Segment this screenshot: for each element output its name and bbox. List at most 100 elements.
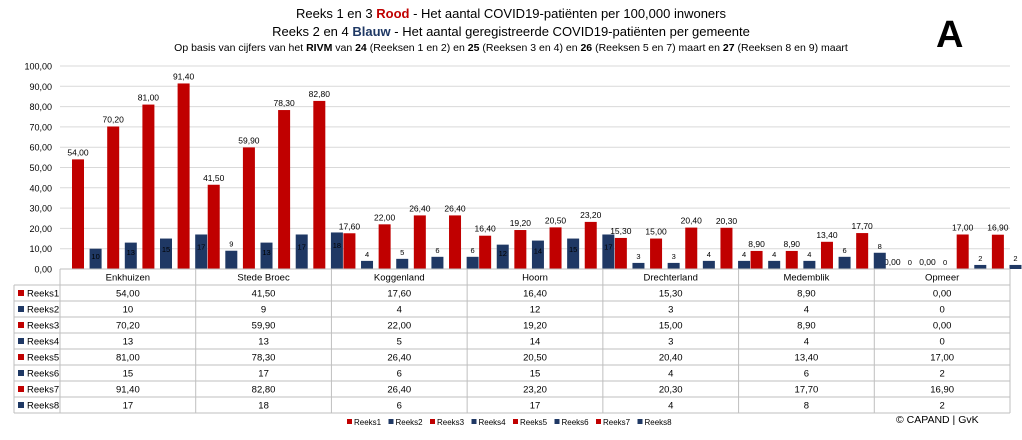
data-label: 17,70 [852,221,874,231]
legend-label: Reeks4 [479,418,507,427]
series-name: Reeks8 [27,401,59,412]
bar-reeks2 [768,260,781,269]
data-label: 4 [742,250,746,259]
bar-reeks4 [531,240,544,269]
bar-reeks1 [614,237,627,269]
x-tick-label: Stede Broec [237,273,290,284]
bar-reeks8 [602,234,615,269]
bar-reeks7 [177,83,190,269]
table-cell: 15 [123,369,134,380]
bar-reeks7 [991,234,1004,269]
table-cell: 0 [939,337,944,348]
bar-reeks6 [295,234,308,269]
bar-reeks2 [361,260,374,269]
figure-badge: A [936,14,964,56]
data-label: 23,20 [580,210,602,220]
data-label: 20,50 [545,215,567,225]
legend-key [18,322,24,328]
y-tick-label: 70,00 [29,122,52,132]
table-cell: 20,50 [523,353,547,364]
data-label: 17,00 [952,222,974,232]
data-label: 8,90 [783,239,800,249]
bar-reeks6 [160,238,172,269]
y-tick-label: 100,00 [24,62,52,72]
data-label: 20,40 [681,216,703,226]
bar-reeks1 [343,233,356,269]
legend-label: Reeks8 [645,418,673,427]
data-label: 12 [499,249,507,258]
x-tick-label: Koggenland [374,273,425,284]
data-label: 13 [262,248,270,257]
table-cell: 4 [804,337,809,348]
data-label: 20,30 [716,216,738,226]
bar-reeks8 [330,232,343,269]
table-cell: 18 [258,401,269,412]
legend-swatch [554,419,560,424]
series-name: Reeks7 [27,385,59,396]
bar-reeks5 [278,110,291,270]
series-name: Reeks6 [27,369,59,380]
data-label: 0 [908,258,912,267]
table-cell: 4 [668,369,673,380]
bar-reeks2 [225,250,238,269]
chart-title-line2: Reeks 2 en 4 Blauw - Het aantal geregist… [272,24,750,39]
data-label: 15,30 [610,226,632,236]
table-cell: 2 [939,401,944,412]
table-cell: 16,40 [523,289,547,300]
table-cell: 8 [804,401,809,412]
table-cell: 81,00 [116,353,140,364]
bar-reeks5 [142,104,155,269]
legend-label: Reeks7 [603,418,631,427]
table-cell: 20,30 [659,385,683,396]
table-cell: 15,00 [659,321,683,332]
x-tick-label: Drechterland [644,273,698,284]
data-label: 16,90 [987,223,1009,233]
table-cell: 17,60 [387,289,411,300]
data-label: 6 [435,246,439,255]
legend-swatch [430,419,435,424]
data-label: 78,30 [273,98,295,108]
data-label: 3 [672,252,676,261]
data-label: 17 [298,243,306,252]
data-label: 0 [943,258,947,267]
legend-swatch [637,419,643,424]
y-tick-label: 80,00 [29,102,52,112]
bar-reeks4 [667,262,680,269]
table-cell: 15 [530,369,541,380]
legend-key [18,370,24,376]
bar-reeks6 [567,238,580,269]
table-cell: 13 [123,337,134,348]
legend-key [18,354,24,360]
x-tick-label: Enkhuizen [106,273,150,284]
data-label: 0,00 [884,257,901,267]
bar-reeks7 [720,227,733,269]
table-cell: 6 [804,369,809,380]
y-tick-label: 40,00 [29,183,52,193]
bar-reeks4 [124,242,137,269]
data-label: 82,80 [309,89,331,99]
table-cell: 16,90 [930,385,954,396]
table-cell: 17,00 [930,353,954,364]
table-cell: 4 [668,401,673,412]
y-tick-label: 30,00 [29,204,52,214]
bar-reeks3 [107,126,120,269]
data-label: 15 [569,245,577,254]
legend-key [18,306,24,312]
bar-reeks2 [89,248,102,269]
data-label: 81,00 [138,93,160,103]
bar-reeks2 [632,262,645,269]
bar-reeks8 [466,256,479,269]
legend-label: Reeks3 [437,418,465,427]
x-tick-label: Medemblik [783,273,829,284]
series-name: Reeks5 [27,353,59,364]
table-cell: 82,80 [252,385,276,396]
legend-label: Reeks2 [396,418,424,427]
data-label: 22,00 [374,212,396,222]
data-label: 91,40 [173,71,195,81]
bar-reeks6 [431,256,444,269]
bar-reeks1 [750,250,763,269]
data-label: 26,40 [444,203,466,213]
table-cell: 78,30 [252,353,276,364]
bar-reeks7 [313,100,326,269]
